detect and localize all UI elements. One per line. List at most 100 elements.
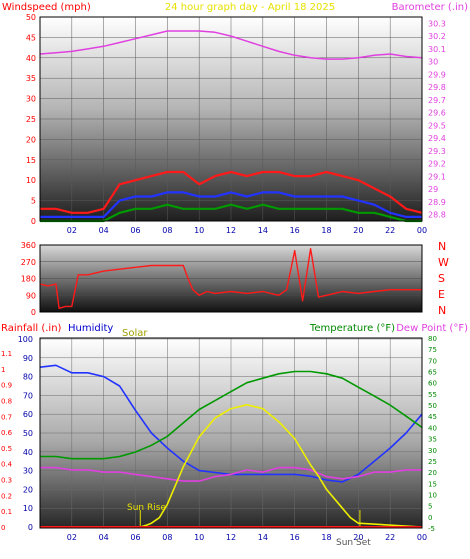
temp-x-tick-label: 20	[353, 533, 363, 542]
wind-x-tick-label: 10	[194, 226, 204, 235]
rainfall-y-tick-label: 0	[1, 524, 5, 532]
humidity-y-tick-label: 100	[18, 335, 33, 344]
wind-x-tick-label: 08	[162, 226, 172, 235]
humidity-y-tick-label: 90	[23, 354, 33, 363]
wind-y-tick-label: 5	[31, 197, 36, 206]
rainfall-y-ticks: 0 0.1 0.2 0.3 0.4 0.5 0.6 0.7 0.8 0.9 1 1.1	[1, 350, 13, 532]
temp-x-tick-label: 10	[194, 533, 204, 542]
temperature-y-tick-label: 35	[428, 436, 437, 444]
graph-title: 24 hour graph day - April 18 2025	[165, 2, 335, 13]
barometer-y-tick-label: 30.3	[428, 19, 446, 28]
wind-y-tick-label: 35	[26, 74, 36, 83]
barometer-y-tick-label: 29.7	[428, 96, 446, 105]
rainfall-y-tick-label: 0.8	[1, 397, 12, 405]
temperature-y-tick-label: 10	[428, 491, 437, 499]
wind-y-tick-label: 40	[26, 54, 36, 63]
barometer-y-tick-label: 30	[428, 58, 438, 67]
temperature-y-tick-label: 60	[428, 380, 437, 388]
barometer-y-tick-label: 29.9	[428, 70, 446, 79]
temperature-y-tick-label: 55	[428, 391, 437, 399]
wind-y-tick-label: 20	[26, 135, 36, 144]
wind-y-tick-label: 45	[26, 33, 36, 42]
wind-direction-y-tick-label: 270	[21, 258, 36, 267]
barometer-y-tick-label: 29.5	[428, 121, 446, 130]
temperature-y-tick-label: 0	[428, 514, 432, 522]
wind-baro-frame	[39, 16, 423, 222]
temperature-y-tick-label: 25	[428, 458, 437, 466]
wind-y-tick-label: 15	[26, 156, 36, 165]
temp-x-tick-label: 04	[99, 533, 109, 542]
rainfall-axis-title: Rainfall (.in)	[1, 323, 62, 334]
wind-x-tick-label: 00	[417, 226, 427, 235]
temp-x-tick-label: 18	[321, 533, 331, 542]
barometer-y-tick-label: 29.1	[428, 172, 446, 181]
temp-x-tick-label: 16	[290, 533, 300, 542]
compass-label: W	[438, 256, 449, 269]
wind-x-tick-label: 14	[258, 226, 268, 235]
barometer-y-tick-label: 29.6	[428, 109, 446, 118]
wind-direction-y-tick-label: 0	[31, 308, 36, 317]
solar-line	[40, 403, 423, 528]
rainfall-y-tick-label: 0.2	[1, 492, 12, 500]
temp-x-tick-label: 08	[162, 533, 172, 542]
temperature-y-tick-label: 50	[428, 402, 437, 410]
compass-label: S	[438, 272, 445, 285]
solar-axis-title: Solar	[122, 328, 148, 339]
humidity-y-tick-label: 80	[23, 373, 33, 382]
humidity-y-tick-label: 30	[23, 467, 33, 476]
temp-humidity-series	[39, 364, 423, 528]
rainfall-y-tick-label: 0.7	[1, 413, 12, 421]
temperature-y-tick-label: 20	[428, 469, 437, 477]
temp-x-tick-label: 14	[258, 533, 268, 542]
temp-x-ticks: 02 04 06 08 10 12 14 16 18 20 22 00	[67, 533, 427, 542]
rainfall-y-tick-label: 0.6	[1, 429, 13, 437]
temp-x-tick-label: 02	[67, 533, 77, 542]
wind-direction-series	[39, 247, 422, 309]
temp-x-tick-label: 00	[417, 533, 427, 542]
temp-x-tick-label: 22	[385, 533, 395, 542]
wind-x-tick-label: 06	[130, 226, 140, 235]
wind-x-tick-label: 12	[226, 226, 236, 235]
barometer-y-tick-label: 29.8	[428, 83, 446, 92]
wind-x-tick-label: 18	[321, 226, 331, 235]
rainfall-y-tick-label: 0.4	[1, 461, 13, 469]
temperature-y-tick-label: 45	[428, 413, 437, 421]
humidity-axis-title: Humidity	[68, 323, 113, 334]
wind-y-tick-label: 0	[31, 217, 36, 226]
wind-x-ticks: 02 04 06 08 10 12 14 16 18 20 22 00	[67, 226, 427, 235]
wind-direction-line	[39, 247, 422, 309]
rainfall-y-tick-label: 0.1	[1, 508, 12, 516]
barometer-y-tick-label: 29.3	[428, 147, 446, 156]
temperature-y-tick-label: 75	[428, 346, 437, 354]
barometer-y-tick-label: 28.9	[428, 198, 446, 207]
temperature-y-tick-label: 15	[428, 480, 437, 488]
temp-x-tick-label: 06	[130, 533, 140, 542]
humidity-y-tick-label: 70	[23, 391, 33, 400]
humidity-y-tick-label: 10	[23, 504, 33, 513]
temperature-y-tick-label: 80	[428, 335, 437, 343]
windspeed-line	[40, 191, 422, 218]
wind-x-tick-label: 16	[290, 226, 300, 235]
windspeed-axis-title: Windspeed (mph)	[2, 2, 91, 13]
barometer-y-ticks: 28.8 28.9 29 29.1 29.2 29.3 29.4 29.5 29.6 29.7 29…	[428, 19, 446, 219]
compass-label: E	[438, 288, 445, 301]
temperature-line	[40, 370, 423, 460]
rainfall-y-tick-label: 0.3	[1, 477, 12, 485]
temperature-y-tick-label: 70	[428, 357, 437, 365]
sun-set-label: Sun Set	[336, 538, 371, 548]
rainfall-y-tick-label: 0.5	[1, 445, 12, 453]
wind-x-tick-label: 22	[385, 226, 395, 235]
barometer-y-tick-label: 30.1	[428, 45, 446, 54]
wind-baro-series	[39, 30, 423, 223]
wind-direction-y-tick-label: 360	[21, 241, 36, 250]
wind-direction-frame	[39, 244, 423, 313]
wind-y-tick-label: 10	[26, 176, 36, 185]
temperature-y-tick-label: 65	[428, 369, 437, 377]
temperature-y-tick-label: 30	[428, 447, 437, 455]
wind-direction-y-tick-label: 180	[21, 275, 36, 284]
barometer-y-tick-label: 29.2	[428, 160, 446, 169]
wind-y-tick-label: 25	[26, 115, 36, 124]
temp-humidity-frame	[39, 337, 423, 529]
